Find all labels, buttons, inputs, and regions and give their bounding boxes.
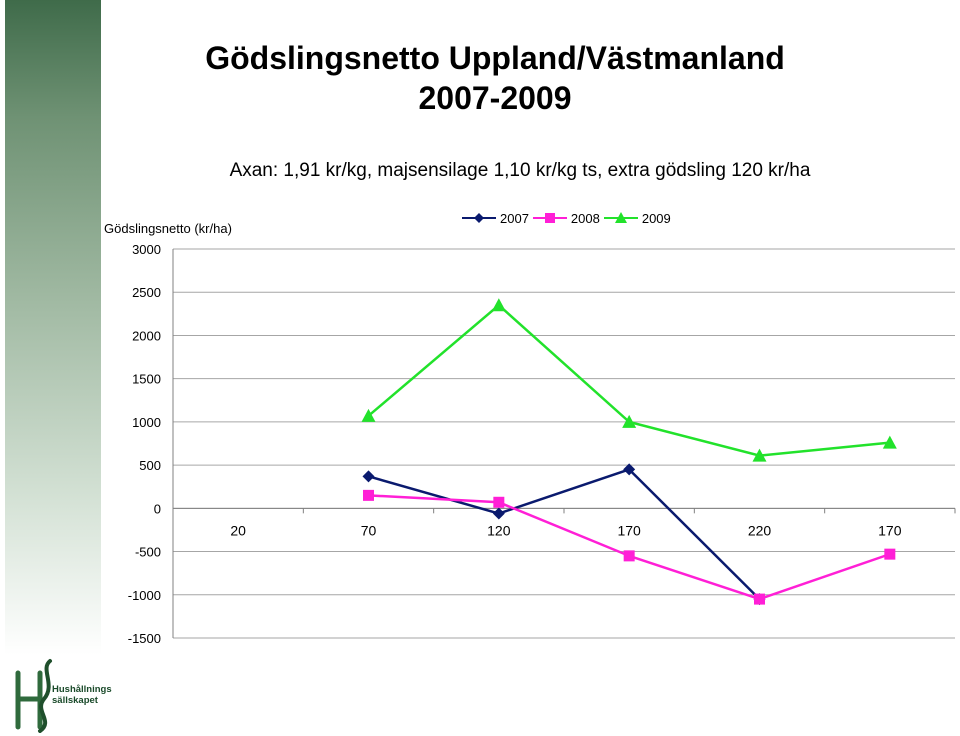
x-tick-label: 120	[487, 522, 511, 538]
title-line-2: 2007-2009	[418, 80, 572, 116]
data-point-2009	[882, 435, 897, 449]
y-tick-label: 500	[139, 458, 161, 473]
y-tick-label: -1000	[128, 588, 161, 603]
y-tick-label: -500	[135, 545, 161, 560]
data-point-2008	[493, 496, 505, 508]
legend-square-icon	[532, 213, 567, 223]
logo-text-line-2: sällskapet	[52, 695, 98, 706]
x-tick-label: 20	[230, 522, 246, 538]
legend-item-2009: 2009	[603, 210, 671, 226]
data-point-2007	[492, 507, 505, 520]
x-tick-label: 70	[361, 522, 377, 538]
slide-title: Gödslingsnetto Uppland/Västmanland 2007-…	[110, 38, 880, 118]
y-tick-label: 1500	[132, 372, 161, 387]
legend-label-2009: 2009	[641, 210, 671, 226]
y-tick-label: 3000	[132, 242, 161, 257]
title-line-1: Gödslingsnetto Uppland/Västmanland	[205, 40, 785, 76]
legend-triangle-icon	[603, 212, 638, 223]
data-point-2009	[752, 448, 767, 462]
series-line-2009	[367, 303, 890, 457]
logo-wordmark: Hushållnings sällskapet	[52, 684, 112, 706]
legend-diamond-icon	[462, 213, 496, 223]
legend-label-2008: 2008	[570, 210, 600, 226]
legend-label-2007: 2007	[500, 210, 529, 226]
legend-item-2007: 2007	[462, 211, 529, 226]
x-tick-label: 170	[878, 522, 902, 538]
decorative-side-band	[5, 0, 101, 655]
y-tick-label: 2000	[132, 328, 161, 343]
series-line-2007	[368, 468, 761, 600]
data-point-2007	[623, 463, 636, 476]
series-line-2008	[368, 494, 891, 601]
data-point-2008	[884, 548, 896, 560]
data-point-2007	[362, 470, 375, 483]
x-tick-label: 220	[748, 522, 772, 538]
data-point-2008	[754, 593, 765, 605]
logo-text-line-1: Hushållnings	[52, 684, 112, 695]
y-tick-label: 2500	[132, 285, 161, 300]
x-tick-label: 170	[617, 522, 641, 538]
data-point-2009	[622, 414, 637, 428]
y-axis-label: Gödslingsnetto (kr/ha)	[104, 221, 232, 236]
data-point-2008	[363, 489, 374, 501]
y-tick-label: -1500	[128, 631, 161, 646]
chart-legend: 2007 2008 2009	[462, 208, 675, 228]
data-point-2009	[361, 408, 376, 422]
y-tick-label: 0	[154, 501, 161, 516]
data-point-2008	[623, 550, 635, 562]
hushallningssallskapet-logo	[15, 659, 52, 733]
legend-item-2008: 2008	[532, 210, 600, 226]
y-tick-label: 1000	[132, 415, 161, 430]
slide-subtitle: Axan: 1,91 kr/kg, majsensilage 1,10 kr/k…	[229, 160, 811, 181]
data-point-2009	[491, 298, 506, 312]
